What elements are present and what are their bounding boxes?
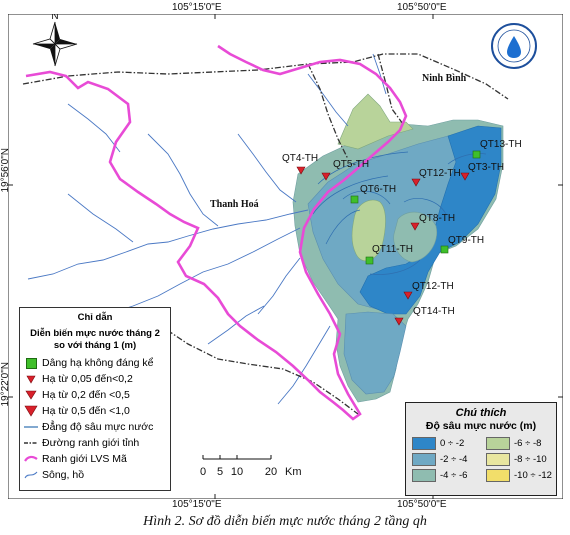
station-marker-qt14 [394,317,404,326]
station-marker-qt4 [296,166,306,175]
depth-swatch [486,453,510,466]
station-label-qt9: QT9-TH [448,235,484,246]
contour-lines [312,151,487,275]
depth-class-label: 0 ÷ -2 [440,438,465,449]
legend-item-label: Đẳng độ sâu mực nước [42,421,154,433]
legend-water-level-change: Chỉ dẫn Diễn biến mực nước tháng 2 so vớ… [19,307,171,491]
scale-bar: 0 5 10 20 Km [200,455,302,478]
place-ninh-binh: Ninh Bình [422,73,467,84]
depth-class-label: -2 ÷ -4 [440,454,468,465]
coord-bottom-1: 105°15'0"E [172,499,222,510]
north-arrow: N [32,14,78,67]
legend-item-drop-small: Hạ từ 0,05 đến<0,2 [20,371,170,387]
depth-class-label: -8 ÷ -10 [514,454,547,465]
legend-item-contour: Đẳng độ sâu mực nước [20,419,170,435]
red-triangle-medium-icon [24,389,38,401]
station-label-qt3: QT3-TH [468,162,504,173]
coord-top-2: 105°50'0"E [397,2,447,13]
legend-depth: Chú thích Độ sâu mực nước (m) 0 ÷ -2 -6 … [405,402,557,496]
legend-title: Chỉ dẫn [77,312,113,323]
legend-item-no-change: Dâng hạ không đáng kể [20,355,170,371]
depth-class-0: 0 ÷ -2 [412,437,482,450]
depth-class-label: -4 ÷ -6 [440,470,468,481]
legend-item-label: Dâng hạ không đáng kể [42,357,154,369]
depth-swatch [412,437,436,450]
station-label-qt8: QT8-TH [419,213,455,224]
station-label-qt6: QT6-TH [360,184,396,195]
scale-unit: Km [285,466,302,478]
station-label-qt12-south: QT12-TH [412,281,454,292]
river-icon [24,469,38,481]
depth-class-3: -8 ÷ -10 [486,453,556,466]
depth-class-label: -10 ÷ -12 [514,470,552,481]
depth-class-5: -10 ÷ -12 [486,469,556,482]
station-label-qt11: QT11-TH [372,244,413,255]
legend-title-line2: Diễn biến mực nước tháng 2 [30,328,160,339]
depth-swatch [486,469,510,482]
legend-item-label: Sông, hồ [42,469,85,481]
zone-upper-arm [337,93,414,150]
station-marker-qt5 [321,172,331,181]
station-marker-qt3 [460,172,470,181]
north-label: N [51,14,58,22]
depth-class-1: -6 ÷ -8 [486,437,556,450]
legend-item-label: Ranh giới LVS Mã [42,453,127,465]
depth-class-4: -4 ÷ -6 [412,469,482,482]
scale-tick-20: 20 [265,466,277,478]
station-marker-qt11 [365,256,374,265]
station-label-qt4: QT4-TH [282,153,318,164]
station-label-qt14: QT14-TH [413,306,455,317]
depth-zones [292,93,504,403]
dash-dot-line-icon [24,437,38,449]
legend-depth-title: Chú thích [455,407,507,419]
stations: QT4-TH QT5-TH QT6-TH QT12-TH QT13-TH QT3… [282,139,522,326]
scale-tick-0: 0 [200,466,206,478]
zone-south-2-4 [343,311,407,395]
legend-item-province: Đường ranh giới tỉnh [20,435,170,451]
zone-lens-6-8 [351,199,386,262]
coord-bottom-2: 105°50'0"E [397,499,447,510]
depth-swatch [412,453,436,466]
pink-line-icon [24,453,38,465]
zone-lens-4-6-east [393,211,438,263]
ma-basin-boundary [25,44,408,421]
figure-caption: Hình 2. Sơ đồ diễn biến mực nước tháng 2… [143,514,427,529]
station-marker-qt9 [440,245,449,254]
scale-tick-10: 10 [231,466,243,478]
station-marker-qt8 [410,222,420,231]
station-label-qt13: QT13-TH [480,139,522,150]
legend-item-label: Hạ từ 0,2 đến <0,5 [42,389,130,401]
legend-item-label: Hạ từ 0,05 đến<0,2 [42,373,133,385]
legend-depth-subtitle: Độ sâu mực nước (m) [425,420,537,432]
legend-item-drop-medium: Hạ từ 0,2 đến <0,5 [20,387,170,403]
legend-item-drop-large: Hạ từ 0,5 đến <1,0 [20,403,170,419]
station-marker-qt12-south [403,291,413,300]
depth-swatch [486,437,510,450]
scale-tick-5: 5 [217,466,223,478]
legend-item-river: Sông, hồ [20,467,170,483]
blue-line-icon [24,421,38,433]
green-square-icon [24,357,38,369]
legend-title-line3: so với tháng 1 (m) [53,340,137,351]
legend-item-basin: Ranh giới LVS Mã [20,451,170,467]
station-marker-qt6 [350,195,359,204]
red-triangle-small-icon [24,373,38,385]
depth-class-label: -6 ÷ -8 [514,438,542,449]
legend-item-label: Đường ranh giới tỉnh [42,437,140,449]
station-marker-qt12-north [411,178,421,187]
cewafo-logo [491,23,537,69]
coord-top-1: 105°15'0"E [172,2,222,13]
red-triangle-large-icon [24,405,38,417]
depth-class-2: -2 ÷ -4 [412,453,482,466]
station-marker-qt13 [472,150,481,159]
place-thanh-hoa: Thanh Hoá [210,199,259,210]
depth-swatch [412,469,436,482]
station-label-qt5: QT5-TH [333,159,369,170]
legend-item-label: Hạ từ 0,5 đến <1,0 [42,405,130,417]
station-label-qt12-north: QT12-TH [419,168,461,179]
